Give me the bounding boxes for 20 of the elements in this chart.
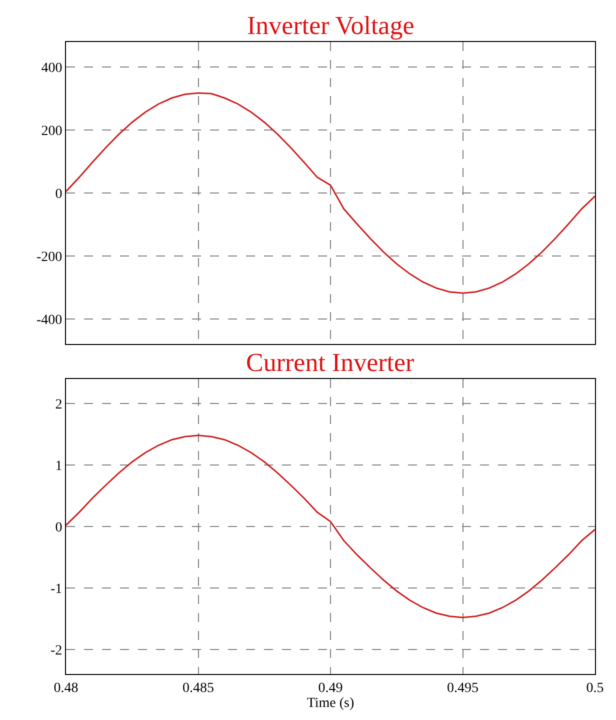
y-tick-label: -400 [36,312,62,328]
line-series [66,92,595,294]
y-tick-label: 0 [55,520,62,536]
chart-title: Inverter Voltage [247,11,414,40]
y-tick-label: 200 [41,124,62,140]
y-tick-label: 2 [55,397,62,412]
line-series [66,434,595,618]
x-tick-label: 0.48 [54,680,78,696]
y-tick-label: 0 [55,186,62,202]
x-tick-label: 0.5 [586,680,604,696]
x-tick-label: 0.49 [318,680,343,696]
x-tick-label: 0.495 [447,680,478,696]
y-tick-label: -1 [50,582,62,597]
y-tick-label: -200 [36,250,62,265]
y-tick-label: 400 [41,61,62,76]
x-axis-title: Time (s) [306,696,354,712]
y-tick-label: 1 [55,458,62,474]
x-tick-label: 0.485 [182,680,214,696]
chart-title: Current Inverter [246,348,415,377]
y-tick-label: -2 [50,643,62,658]
